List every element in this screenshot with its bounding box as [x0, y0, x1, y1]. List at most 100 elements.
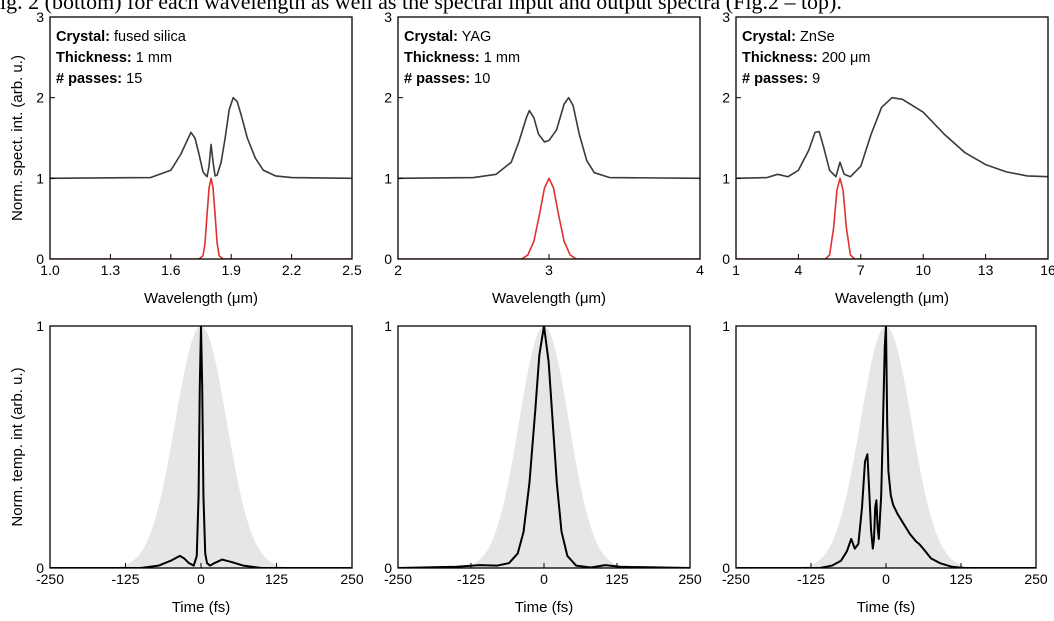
- annotation-value: fused silica: [110, 29, 187, 45]
- chart-panel-bottom-middle: -250 -125 0 125 250 0 1 Time (fs): [384, 318, 702, 616]
- x-tick-label: 13: [978, 262, 994, 278]
- pulse-series-line: [50, 326, 352, 568]
- x-axis-label: Wavelength (μm): [144, 290, 258, 307]
- crystal-annotation-line: Thickness: 1 mm: [404, 50, 520, 66]
- gaussian-envelope-area: [50, 326, 352, 568]
- y-tick-label: 1: [722, 170, 730, 186]
- annotation-key: Thickness:: [56, 50, 132, 66]
- x-tick-label: -250: [36, 571, 64, 587]
- x-tick-label: 10: [915, 262, 931, 278]
- crystal-annotation-line: Thickness: 200 μm: [742, 50, 870, 66]
- y-tick-label: 2: [384, 90, 392, 106]
- plot-area: [50, 326, 352, 568]
- y-tick-label: 2: [722, 90, 730, 106]
- plot-area: [736, 96, 1048, 259]
- crystal-annotation-line: # passes: 15: [56, 71, 142, 87]
- annotation-key: Thickness:: [404, 50, 480, 66]
- crystal-annotation-line: Thickness: 1 mm: [56, 50, 172, 66]
- annotation-key: Thickness:: [742, 50, 818, 66]
- input-series-line: [398, 177, 700, 259]
- x-tick-label: 1.9: [221, 262, 241, 278]
- annotation-key: Crystal:: [404, 29, 458, 45]
- y-tick-label: 3: [722, 9, 730, 25]
- chart-panel-top-middle: 2 3 4 0 1 2 3 Wavelength (μm) Crystal: YAG Thickn…: [384, 9, 704, 307]
- annotation-value: 1 mm: [132, 50, 172, 66]
- crystal-annotation-line: Crystal: ZnSe: [742, 29, 835, 45]
- annotation-value: 10: [470, 71, 490, 87]
- input-series-line: [50, 177, 352, 259]
- input-series-line: [736, 177, 1048, 259]
- x-tick-label: 250: [340, 571, 364, 587]
- x-tick-label: 16: [1040, 262, 1054, 278]
- annotation-key: Crystal:: [56, 29, 110, 45]
- x-tick-label: -250: [384, 571, 412, 587]
- y-axis-label: Norm. temp. int (arb. u.): [9, 367, 26, 526]
- y-tick-label: 1: [36, 318, 44, 334]
- header-text: ig. 2 (bottom) for each wavelength as we…: [0, 0, 842, 14]
- y-tick-label: 0: [384, 251, 392, 267]
- y-tick-label: 1: [36, 170, 44, 186]
- chart-panel-bottom-left: -250 -125 0 125 250 0 1 Time (fs) Norm. temp. in…: [9, 318, 364, 616]
- y-tick-label: 0: [36, 560, 44, 576]
- x-tick-label: 1: [732, 262, 740, 278]
- y-tick-label: 3: [384, 9, 392, 25]
- chart-panel-top-left: 1.0 1.3 1.6 1.9 2.2 2.5 0 1 2 3 Wavelength (μm) Nor…: [9, 9, 362, 307]
- x-tick-label: 4: [696, 262, 704, 278]
- crystal-annotation-line: # passes: 9: [742, 71, 820, 87]
- x-tick-label: 1.0: [40, 262, 60, 278]
- annotation-value: 1 mm: [480, 50, 520, 66]
- plot-area: [50, 96, 352, 259]
- x-tick-label: 3: [545, 262, 553, 278]
- x-axis-label: Wavelength (μm): [835, 290, 949, 307]
- annotation-value: ZnSe: [796, 29, 835, 45]
- plot-area: [736, 326, 1036, 568]
- y-tick-label: 0: [36, 251, 44, 267]
- crystal-annotation-line: Crystal: fused silica: [56, 29, 187, 45]
- x-tick-label: 4: [795, 262, 803, 278]
- plot-area: [398, 96, 700, 259]
- pulse-series-line: [736, 326, 1036, 568]
- gaussian-envelope-area: [398, 326, 690, 568]
- y-tick-label: 0: [722, 560, 730, 576]
- output-series-line: [398, 96, 700, 180]
- plot-frame: [735, 16, 1049, 260]
- y-axis-label: Norm. spect. int. (arb. u.): [9, 55, 26, 221]
- x-tick-label: 0: [882, 571, 890, 587]
- x-tick-label: 7: [857, 262, 865, 278]
- x-tick-label: -125: [111, 571, 139, 587]
- output-series-line: [50, 96, 352, 180]
- y-tick-label: 0: [384, 560, 392, 576]
- x-axis-label: Time (fs): [515, 599, 574, 616]
- annotation-value: YAG: [458, 29, 491, 45]
- chart-panel-bottom-right: -250 -125 0 125 250 0 1 Time (fs): [722, 318, 1048, 616]
- x-tick-label: -250: [722, 571, 750, 587]
- y-tick-label: 1: [384, 318, 392, 334]
- gaussian-envelope-area: [736, 326, 1036, 568]
- y-tick-label: 3: [36, 9, 44, 25]
- x-tick-label: 0: [540, 571, 548, 587]
- crystal-annotation-line: Crystal: YAG: [404, 29, 491, 45]
- annotation-value: 15: [122, 71, 142, 87]
- y-tick-label: 1: [722, 318, 730, 334]
- plot-area: [398, 326, 690, 568]
- crystal-annotation-line: # passes: 10: [404, 71, 490, 87]
- x-tick-label: 0: [197, 571, 205, 587]
- x-tick-label: -125: [797, 571, 825, 587]
- x-axis-label: Time (fs): [172, 599, 231, 616]
- annotation-value: 200 μm: [818, 50, 871, 66]
- x-tick-label: 125: [605, 571, 629, 587]
- y-tick-label: 0: [722, 251, 730, 267]
- annotation-key: # passes:: [404, 71, 470, 87]
- y-tick-label: 2: [36, 90, 44, 106]
- x-tick-label: 250: [678, 571, 702, 587]
- annotation-key: # passes:: [742, 71, 808, 87]
- annotation-key: # passes:: [56, 71, 122, 87]
- x-tick-label: 2: [394, 262, 402, 278]
- x-tick-label: 125: [265, 571, 289, 587]
- x-axis-label: Wavelength (μm): [492, 290, 606, 307]
- annotation-key: Crystal:: [742, 29, 796, 45]
- x-tick-label: -125: [457, 571, 485, 587]
- x-tick-label: 2.2: [282, 262, 302, 278]
